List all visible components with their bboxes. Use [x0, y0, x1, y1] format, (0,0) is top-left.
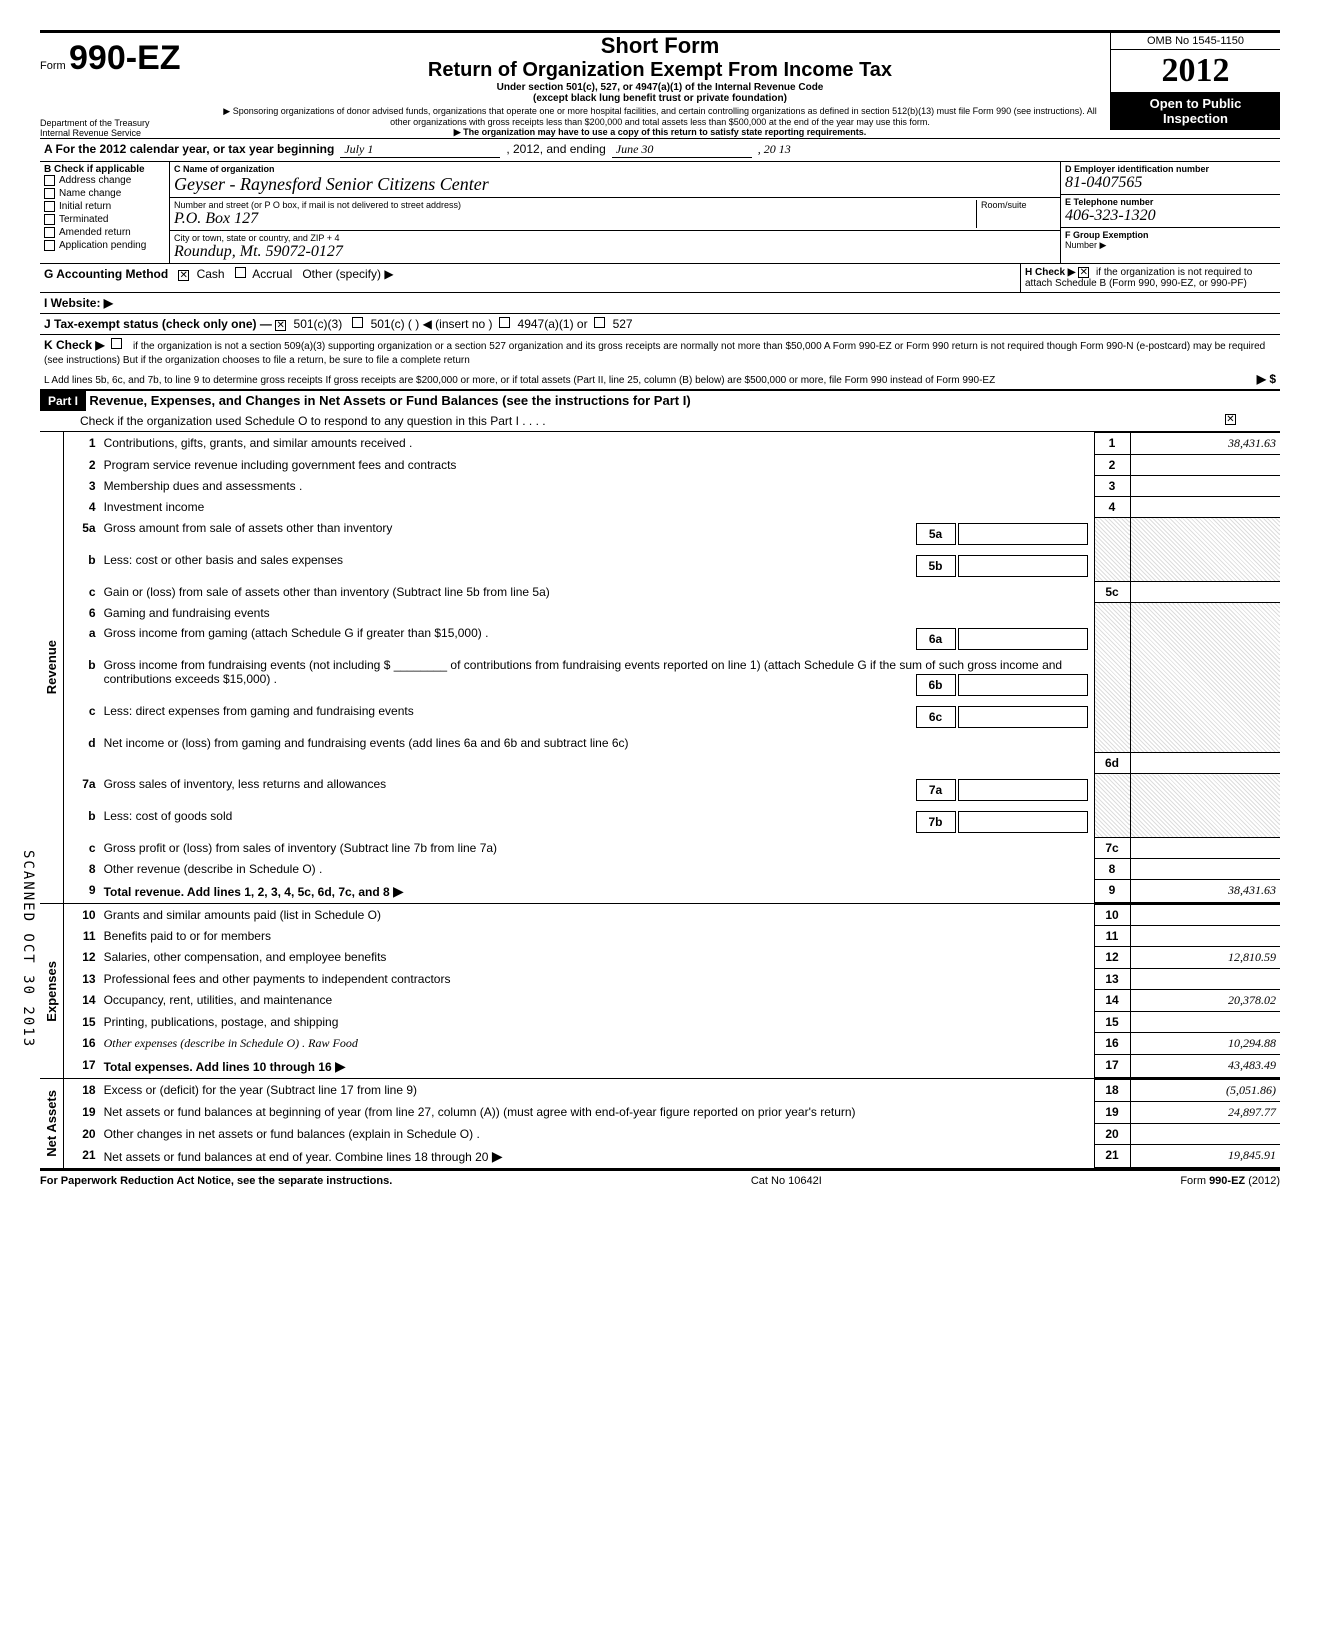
row-l: L Add lines 5b, 6c, and 7b, to line 9 to…	[40, 369, 1280, 390]
section-b-label: B Check if applicable	[44, 164, 165, 175]
expenses-label: Expenses	[44, 961, 59, 1022]
k-text: if the organization is not a section 509…	[44, 341, 1265, 366]
chk-address-change[interactable]: Address change	[44, 175, 165, 186]
chk-501c3[interactable]	[275, 320, 286, 331]
chk-name-change[interactable]: Name change	[44, 188, 165, 199]
tax-year: 20201212	[1111, 50, 1280, 92]
chk-k[interactable]	[111, 338, 122, 349]
chk-cash[interactable]	[178, 270, 189, 281]
netassets-section: Net Assets 18Excess or (deficit) for the…	[40, 1079, 1280, 1171]
row-gh: G Accounting Method Cash Accrual Other (…	[40, 264, 1280, 293]
street-val: P.O. Box 127	[174, 210, 976, 228]
form-number: 990-EZ	[69, 39, 181, 77]
period-end-year: , 20 13	[758, 142, 791, 157]
subtitle-2: (except black lung benefit trust or priv…	[216, 93, 1104, 104]
chk-app-pending[interactable]: Application pending	[44, 240, 165, 251]
open-public-1: Open to Public	[1115, 96, 1276, 111]
org-name: Geyser - Raynesford Senior Citizens Cent…	[174, 174, 1056, 195]
chk-501c[interactable]	[352, 317, 363, 328]
row-k: K Check ▶ if the organization is not a s…	[40, 335, 1280, 369]
footer-right: Form 990-EZ (2012)	[1180, 1175, 1280, 1187]
lines-netassets: 18Excess or (deficit) for the year (Subt…	[64, 1079, 1280, 1168]
j-label: J Tax-exempt status (check only one) —	[44, 317, 272, 331]
group-sub: Number ▶	[1065, 240, 1276, 251]
row-a-period: A For the 2012 calendar year, or tax yea…	[40, 139, 1280, 162]
lines-expenses: 10Grants and similar amounts paid (list …	[64, 904, 1280, 1078]
g-label: G Accounting Method	[44, 267, 168, 281]
tel-label: E Telephone number	[1065, 197, 1276, 207]
irs-label: Internal Revenue Service	[40, 128, 200, 138]
part1-header: Part I Revenue, Expenses, and Changes in…	[40, 390, 1280, 432]
period-begin: July 1	[340, 142, 500, 158]
form-header: Form 990-EZ Department of the Treasury I…	[40, 30, 1280, 139]
line-a-label: A For the 2012 calendar year, or tax yea…	[44, 142, 334, 156]
city-label: City or town, state or country, and ZIP …	[174, 233, 1056, 243]
l-arrow: ▶ $	[1257, 372, 1276, 386]
page-footer: For Paperwork Reduction Act Notice, see …	[40, 1171, 1280, 1187]
name-label: C Name of organization	[174, 164, 1056, 174]
title-return: Return of Organization Exempt From Incom…	[216, 59, 1104, 82]
tel-val: 406-323-1320	[1065, 207, 1276, 225]
expenses-section: Expenses 10Grants and similar amounts pa…	[40, 904, 1280, 1079]
k-label: K Check ▶	[44, 338, 105, 352]
part1-title: Revenue, Expenses, and Changes in Net As…	[89, 393, 690, 408]
dept-label: Department of the Treasury	[40, 118, 200, 128]
chk-amended[interactable]: Amended return	[44, 227, 165, 238]
revenue-label: Revenue	[44, 640, 59, 694]
period-mid: , 2012, and ending	[506, 142, 605, 156]
room-label: Room/suite	[981, 200, 1056, 210]
street-label: Number and street (or P O box, if mail i…	[174, 200, 976, 210]
chk-4947[interactable]	[499, 317, 510, 328]
scanned-stamp: SCANNED OCT 30 2013	[20, 850, 36, 1048]
open-public-2: Inspection	[1115, 111, 1276, 126]
h-label: H Check ▶	[1025, 267, 1075, 278]
sponsor-note: ▶ Sponsoring organizations of donor advi…	[216, 106, 1104, 127]
part1-check-line: Check if the organization used Schedule …	[80, 414, 546, 428]
row-ij: I Website: ▶ J Tax-exempt status (check …	[40, 293, 1280, 335]
chk-accrual[interactable]	[235, 267, 246, 278]
chk-terminated[interactable]: Terminated	[44, 214, 165, 225]
i-label: I Website: ▶	[44, 296, 113, 310]
ein-label: D Employer identification number	[1065, 164, 1276, 174]
chk-schedule-o[interactable]	[1225, 414, 1236, 425]
footer-left: For Paperwork Reduction Act Notice, see …	[40, 1175, 392, 1187]
form-prefix: Form	[40, 60, 66, 72]
city-val: Roundup, Mt. 59072-0127	[174, 243, 1056, 261]
chk-initial-return[interactable]: Initial return	[44, 201, 165, 212]
title-short-form: Short Form	[216, 33, 1104, 59]
period-end: June 30	[612, 142, 752, 158]
form-page: SCANNED OCT 30 2013 Form 990-EZ Departme…	[40, 30, 1280, 1187]
footer-mid: Cat No 10642I	[751, 1175, 822, 1187]
ein-val: 81-0407565	[1065, 174, 1276, 192]
lines-revenue: 1Contributions, gifts, grants, and simil…	[64, 432, 1280, 903]
subtitle-1: Under section 501(c), 527, or 4947(a)(1)…	[216, 82, 1104, 93]
l-text: L Add lines 5b, 6c, and 7b, to line 9 to…	[44, 375, 1257, 386]
netassets-label: Net Assets	[44, 1090, 59, 1157]
group-label: F Group Exemption	[1065, 230, 1276, 240]
section-bcd: B Check if applicable Address change Nam…	[40, 162, 1280, 264]
copy-note: ▶ The organization may have to use a cop…	[216, 127, 1104, 138]
revenue-section: Revenue 1Contributions, gifts, grants, a…	[40, 432, 1280, 904]
omb-number: OMB No 1545-1150	[1111, 33, 1280, 50]
part1-label: Part I	[40, 391, 86, 411]
chk-527[interactable]	[594, 317, 605, 328]
chk-h[interactable]	[1078, 267, 1089, 278]
